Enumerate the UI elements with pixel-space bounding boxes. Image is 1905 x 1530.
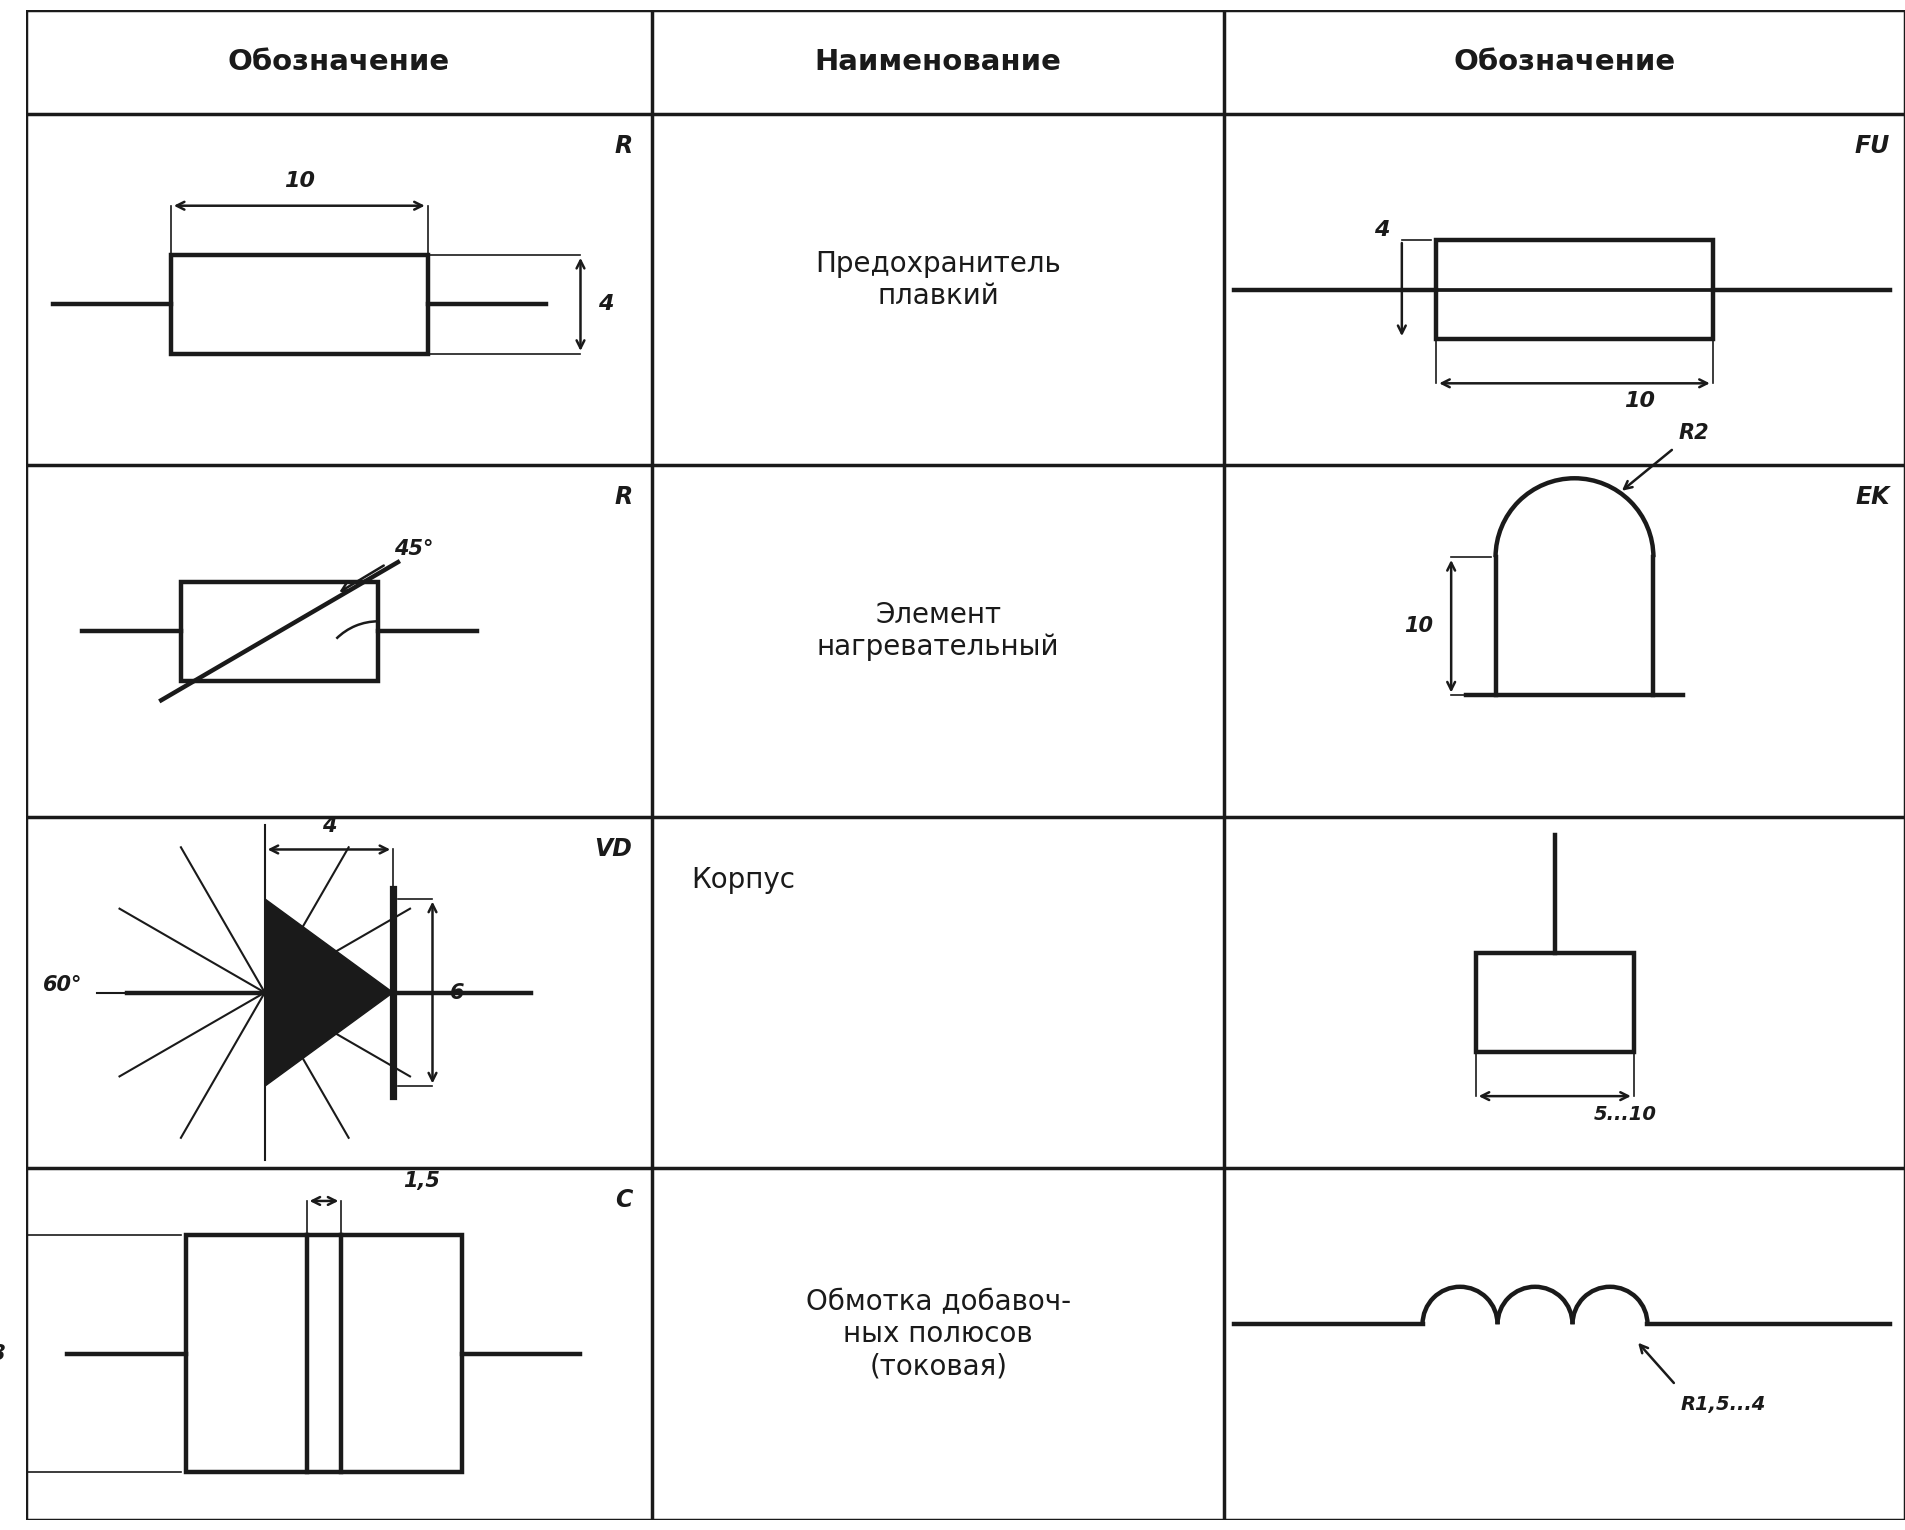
Text: 4: 4 [1375, 220, 1391, 240]
Text: 4: 4 [598, 294, 613, 314]
Text: 4: 4 [322, 815, 335, 835]
Text: FU: FU [1855, 133, 1890, 158]
Bar [1476, 953, 1634, 1051]
Text: 60°: 60° [42, 975, 82, 994]
Text: R1,5...4: R1,5...4 [1680, 1395, 1766, 1414]
Text: 8: 8 [0, 1343, 6, 1363]
Bar [171, 256, 427, 353]
Text: R: R [613, 485, 632, 509]
Bar [187, 1236, 463, 1472]
Text: Обмотка добавоч-
ных полюсов
(токовая): Обмотка добавоч- ных полюсов (токовая) [806, 1288, 1071, 1380]
Text: VD: VD [594, 837, 632, 860]
Bar [181, 581, 379, 681]
Text: 10: 10 [1623, 392, 1655, 412]
Text: R2: R2 [1678, 424, 1709, 444]
Text: Предохранитель
плавкий: Предохранитель плавкий [815, 249, 1061, 311]
Polygon shape [265, 898, 392, 1086]
Text: Наименование: Наименование [815, 47, 1061, 76]
Text: Обозначение: Обозначение [1454, 47, 1676, 76]
Text: 10: 10 [284, 171, 314, 191]
Text: 10: 10 [1404, 617, 1433, 636]
Text: R: R [613, 133, 632, 158]
Text: 45°: 45° [394, 539, 434, 558]
Text: Элемент
нагревательный: Элемент нагревательный [817, 601, 1059, 661]
Text: C: C [615, 1187, 632, 1212]
Text: 6: 6 [450, 982, 465, 1002]
Text: Корпус: Корпус [692, 866, 796, 894]
Text: 5...10: 5...10 [1594, 1105, 1657, 1123]
Text: Обозначение: Обозначение [229, 47, 450, 76]
Bar [1436, 240, 1713, 340]
Text: 1,5: 1,5 [402, 1170, 440, 1190]
Text: EK: EK [1855, 485, 1890, 509]
